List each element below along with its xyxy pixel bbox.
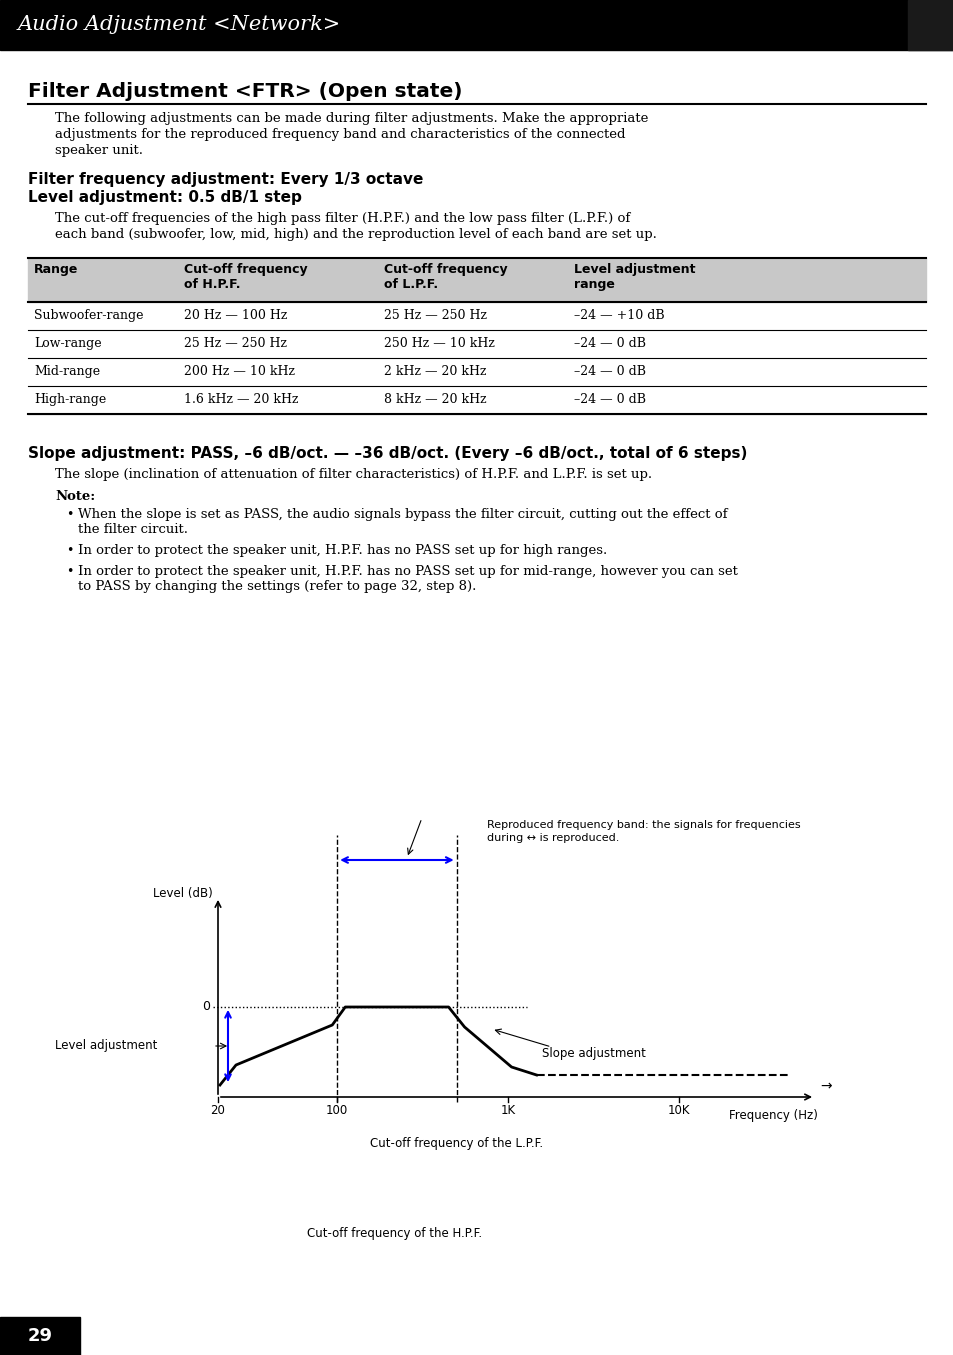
Text: Level adjustment: 0.5 dB/1 step: Level adjustment: 0.5 dB/1 step (28, 190, 301, 205)
Text: Cut-off frequency: Cut-off frequency (384, 263, 507, 276)
Text: Audio Adjustment <Network>: Audio Adjustment <Network> (18, 15, 341, 34)
Text: –24 — 0 dB: –24 — 0 dB (574, 364, 645, 378)
Text: 8 kHz — 20 kHz: 8 kHz — 20 kHz (384, 393, 486, 406)
Bar (0, 0, 953, 50)
Text: Slope adjustment: PASS, –6 dB/oct. — –36 dB/oct. (Every –6 dB/oct., total of 6 s: Slope adjustment: PASS, –6 dB/oct. — –36… (28, 446, 746, 461)
Text: •: • (66, 508, 73, 522)
Text: Filter frequency adjustment: Every 1/3 octave: Filter frequency adjustment: Every 1/3 o… (28, 172, 423, 187)
Text: Low-range: Low-range (34, 337, 102, 350)
Text: •: • (66, 565, 73, 579)
Text: 25 Hz — 250 Hz: 25 Hz — 250 Hz (384, 309, 486, 322)
Text: The slope (inclination of attenuation of filter characteristics) of H.P.F. and L: The slope (inclination of attenuation of… (55, 467, 652, 481)
Text: In order to protect the speaker unit, H.P.F. has no PASS set up for high ranges.: In order to protect the speaker unit, H.… (78, 543, 607, 557)
Text: Level (dB): Level (dB) (153, 888, 213, 900)
Text: adjustments for the reproduced frequency band and characteristics of the connect: adjustments for the reproduced frequency… (55, 127, 625, 141)
Text: 1K: 1K (499, 1104, 515, 1117)
Text: Range: Range (34, 263, 78, 276)
Text: →: → (820, 1079, 831, 1093)
Text: The following adjustments can be made during filter adjustments. Make the approp: The following adjustments can be made du… (55, 112, 648, 125)
Text: The cut-off frequencies of the high pass filter (H.P.F.) and the low pass filter: The cut-off frequencies of the high pass… (55, 211, 630, 225)
Text: Cut-off frequency of the H.P.F.: Cut-off frequency of the H.P.F. (307, 1228, 482, 1240)
Text: When the slope is set as PASS, the audio signals bypass the filter circuit, cutt: When the slope is set as PASS, the audio… (78, 508, 727, 522)
Text: In order to protect the speaker unit, H.P.F. has no PASS set up for mid-range, h: In order to protect the speaker unit, H.… (78, 565, 737, 579)
Text: Level adjustment: Level adjustment (55, 1039, 157, 1053)
Text: 29: 29 (28, 1327, 52, 1346)
Text: 1.6 kHz — 20 kHz: 1.6 kHz — 20 kHz (184, 393, 298, 406)
Text: 100: 100 (326, 1104, 348, 1117)
Text: Level adjustment: Level adjustment (574, 263, 695, 276)
Text: 200 Hz — 10 kHz: 200 Hz — 10 kHz (184, 364, 294, 378)
Text: to PASS by changing the settings (refer to page 32, step 8).: to PASS by changing the settings (refer … (78, 580, 476, 593)
Text: Slope adjustment: Slope adjustment (541, 1047, 645, 1060)
Text: 10K: 10K (667, 1104, 689, 1117)
Text: –24 — 0 dB: –24 — 0 dB (574, 393, 645, 406)
Text: Subwoofer-range: Subwoofer-range (34, 309, 143, 322)
Text: High-range: High-range (34, 393, 106, 406)
Text: Cut-off frequency of the L.P.F.: Cut-off frequency of the L.P.F. (370, 1137, 542, 1150)
Text: 250 Hz — 10 kHz: 250 Hz — 10 kHz (384, 337, 495, 350)
Bar (0, 1317, 80, 1355)
Text: •: • (66, 543, 73, 557)
Text: 20: 20 (211, 1104, 225, 1117)
Text: the filter circuit.: the filter circuit. (78, 523, 188, 537)
Text: –24 — 0 dB: –24 — 0 dB (574, 337, 645, 350)
Text: Frequency (Hz): Frequency (Hz) (728, 1108, 817, 1122)
Text: –24 — +10 dB: –24 — +10 dB (574, 309, 664, 322)
Text: of L.P.F.: of L.P.F. (384, 278, 437, 291)
Text: of H.P.F.: of H.P.F. (184, 278, 240, 291)
Text: 25 Hz — 250 Hz: 25 Hz — 250 Hz (184, 337, 287, 350)
Text: Filter Adjustment <FTR> (Open state): Filter Adjustment <FTR> (Open state) (28, 83, 462, 102)
Text: range: range (574, 278, 615, 291)
Text: Reproduced frequency band: the signals for frequencies
during ↔ is reproduced.: Reproduced frequency band: the signals f… (486, 820, 800, 843)
Text: Mid-range: Mid-range (34, 364, 100, 378)
Bar (907, 0, 953, 50)
Text: Cut-off frequency: Cut-off frequency (184, 263, 307, 276)
Bar (28, 257, 925, 302)
Text: 0: 0 (202, 1000, 210, 1014)
Text: Note:: Note: (55, 491, 95, 503)
Text: 2 kHz — 20 kHz: 2 kHz — 20 kHz (384, 364, 486, 378)
Text: each band (subwoofer, low, mid, high) and the reproduction level of each band ar: each band (subwoofer, low, mid, high) an… (55, 228, 657, 241)
Text: speaker unit.: speaker unit. (55, 144, 143, 157)
Text: 20 Hz — 100 Hz: 20 Hz — 100 Hz (184, 309, 287, 322)
